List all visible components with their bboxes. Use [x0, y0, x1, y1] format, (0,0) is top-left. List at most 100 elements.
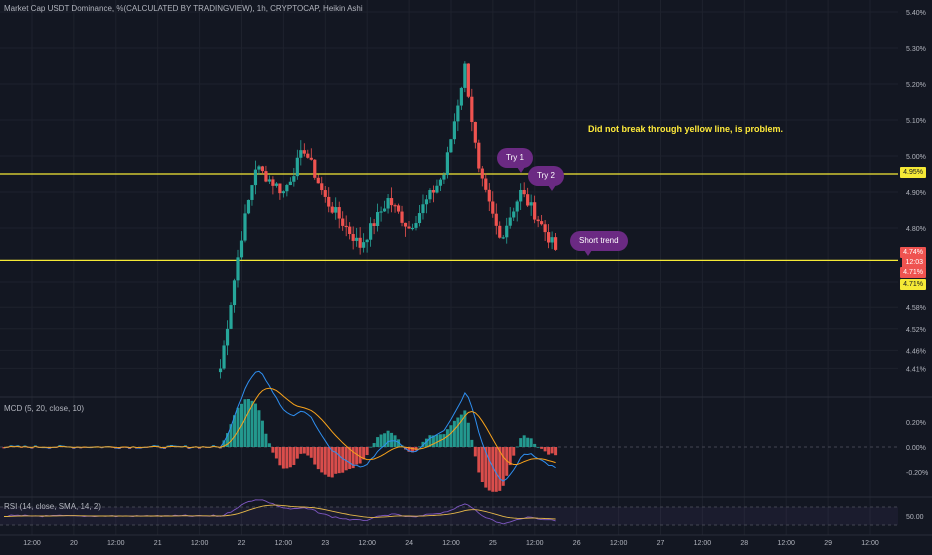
- candle-body: [278, 183, 282, 194]
- macd-histogram-bar: [533, 443, 537, 447]
- y-tick-label: 4.52%: [906, 327, 926, 334]
- candle-body: [529, 202, 533, 206]
- x-tick-label: 12:00: [694, 540, 712, 547]
- price-tag-prev: 4.71%: [900, 267, 926, 278]
- candle-body: [257, 166, 261, 170]
- macd-histogram-bar: [550, 447, 554, 454]
- axes: 5.40% 5.30% 5.20% 5.10% 5.00% 4.90% 4.80% 4.71%…: [23, 10, 928, 547]
- macd-histogram-bar: [334, 447, 338, 474]
- candle-body: [487, 189, 491, 202]
- macd-histogram-bar: [508, 447, 512, 466]
- candle-body: [491, 201, 495, 214]
- candle-body: [288, 181, 292, 186]
- macd-histogram-bar: [358, 447, 362, 464]
- candle-body: [267, 179, 272, 182]
- x-tick-label: 28: [740, 540, 748, 547]
- macd-signal-line: [3, 387, 556, 465]
- candle-body: [232, 280, 237, 306]
- candle-body: [362, 242, 366, 248]
- macd-histogram-bar: [411, 447, 414, 453]
- candle-body: [341, 218, 345, 226]
- candle-body: [264, 171, 268, 182]
- macd-histogram-bar: [515, 446, 519, 448]
- annotation-try-2[interactable]: Try 2: [528, 166, 564, 191]
- macd-y-tick-label: 0.00%: [906, 445, 926, 452]
- macd-histogram-bar: [407, 447, 411, 452]
- macd-histogram-bar: [547, 447, 551, 455]
- candle-body: [522, 189, 526, 195]
- macd-histogram-bar: [271, 447, 275, 453]
- candle-body: [316, 177, 320, 184]
- candle-body: [407, 226, 411, 229]
- macd-histogram-bar: [250, 400, 254, 447]
- macd-histogram-bar: [288, 447, 292, 468]
- macd-histogram-bar: [267, 443, 271, 447]
- macd-histogram-bar: [295, 447, 299, 459]
- candle-body: [306, 153, 310, 158]
- candle-body: [550, 237, 554, 243]
- candle-body: [435, 185, 439, 193]
- macd-histogram-bar: [459, 414, 463, 447]
- x-tick-label: 12:00: [107, 540, 125, 547]
- rsi-pane: [0, 499, 898, 526]
- candle-body: [480, 168, 484, 179]
- candle-body: [389, 198, 394, 206]
- candle-body: [505, 225, 509, 238]
- candle-body: [442, 174, 446, 180]
- x-tick-label: 20: [70, 540, 78, 547]
- macd-histogram-bar: [473, 447, 477, 457]
- macd-histogram-bar: [362, 447, 366, 460]
- candle-body: [344, 225, 348, 228]
- macd-histogram-bar: [355, 447, 359, 465]
- macd-histogram-bar: [390, 432, 394, 447]
- x-tick-label: 23: [321, 540, 329, 547]
- x-tick-label: 12:00: [526, 540, 544, 547]
- macd-histogram-bar: [445, 429, 449, 447]
- candle-body: [449, 139, 453, 153]
- candle-body: [285, 185, 289, 192]
- rsi-band: [0, 507, 898, 525]
- candle-body: [403, 222, 408, 227]
- x-tick-label: 25: [489, 540, 497, 547]
- macd-histogram-bar: [470, 439, 474, 447]
- x-tick-label: 12:00: [191, 540, 209, 547]
- candle-body: [253, 169, 258, 186]
- macd-histogram-bar: [477, 447, 481, 473]
- macd-histogram-bar: [243, 399, 247, 447]
- macd-histogram-bar: [435, 434, 439, 447]
- candle-body: [334, 207, 338, 213]
- macd-histogram-bar: [540, 447, 544, 449]
- y-tick-label: 5.10%: [906, 118, 926, 125]
- candle-body: [323, 190, 327, 197]
- candle-body: [382, 208, 387, 212]
- macd-histogram-bar: [299, 447, 303, 454]
- x-tick-label: 22: [238, 540, 246, 547]
- macd-histogram-bar: [512, 447, 516, 456]
- macd-histogram-bar: [484, 447, 488, 488]
- x-tick-label: 12:00: [777, 540, 795, 547]
- rsi-ma-line: [4, 504, 556, 520]
- candle-body: [376, 212, 380, 227]
- candle-body: [396, 205, 401, 212]
- macd-histogram-bar: [501, 447, 505, 486]
- candle-body: [463, 63, 467, 88]
- y-tick-label: 5.40%: [906, 10, 926, 17]
- candle-body: [309, 157, 313, 160]
- macd-histogram-bar: [341, 447, 345, 473]
- candle-body: [512, 211, 516, 218]
- macd-histogram-bar: [278, 447, 282, 466]
- candle-body: [438, 179, 443, 186]
- macd-histogram-bar: [431, 435, 435, 447]
- macd-histogram-bar: [344, 447, 348, 471]
- macd-histogram-bar: [376, 437, 380, 447]
- macd-legend: MCD (5, 20, close, 10): [4, 404, 85, 413]
- candle-body: [424, 199, 429, 205]
- macd-histogram-bar: [397, 439, 401, 447]
- rsi-legend: RSI (14, close, SMA, 14, 2): [4, 502, 101, 511]
- macd-histogram-bar: [316, 447, 320, 470]
- annotation-short-trend[interactable]: Short trend: [570, 231, 628, 256]
- annotation-try-1[interactable]: Try 1: [497, 148, 533, 173]
- candle-body: [428, 190, 432, 200]
